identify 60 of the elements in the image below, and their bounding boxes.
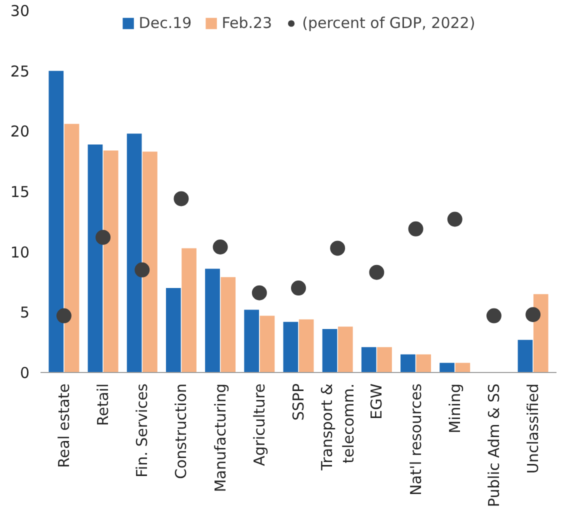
y-tick-label: 15 <box>10 183 30 201</box>
bar <box>64 124 80 372</box>
bar <box>205 268 220 372</box>
point <box>526 307 541 322</box>
bar <box>142 152 158 372</box>
x-tick-label: Transport & telecomm. <box>318 383 358 472</box>
y-tick-label: 25 <box>10 62 30 80</box>
point <box>408 221 424 236</box>
bar <box>283 322 298 372</box>
bar <box>182 248 196 372</box>
bar <box>322 329 338 372</box>
y-tick-label: 5 <box>20 304 30 322</box>
x-tick-label: Retail <box>94 383 112 426</box>
point <box>252 285 267 300</box>
x-tick-label: SSPP <box>290 383 308 421</box>
bar <box>298 319 314 372</box>
x-tick-label: Unclassified <box>524 383 542 474</box>
point <box>486 308 502 324</box>
bar <box>440 362 454 372</box>
legend-label: (percent of GDP, 2022) <box>302 14 476 32</box>
x-tick-label: EGW <box>368 383 386 420</box>
point <box>174 191 189 206</box>
bar <box>533 294 548 372</box>
x-tick-label: Agriculture <box>250 383 268 466</box>
point <box>291 280 306 296</box>
bar <box>361 347 376 372</box>
bar <box>126 134 142 372</box>
bar <box>48 70 64 372</box>
bar <box>166 288 181 372</box>
x-tick-label: Nat'l resources <box>406 383 425 496</box>
x-tick-label: Public Adm & SS <box>484 383 503 508</box>
point <box>369 264 384 280</box>
point <box>134 262 150 278</box>
x-tick-label: Manufacturing <box>211 383 230 492</box>
legend-label: Feb.23 <box>222 14 272 32</box>
bar <box>338 326 353 372</box>
x-tick-label: Fin. Services <box>133 383 152 478</box>
bar <box>377 347 392 372</box>
point <box>330 240 346 256</box>
x-tick-label: Real estate <box>54 383 73 468</box>
bar <box>220 277 236 372</box>
bar <box>88 144 103 372</box>
legend-label: Dec.19 <box>138 14 192 32</box>
y-tick-label: 0 <box>20 364 30 382</box>
point <box>447 212 462 227</box>
bar <box>416 354 432 372</box>
y-tick-label: 10 <box>10 243 30 262</box>
y-tick-label: 20 <box>10 122 30 141</box>
bar <box>103 150 118 372</box>
y-tick-label: 30 <box>10 2 30 20</box>
x-tick-label: Mining <box>446 384 464 434</box>
point <box>56 308 72 324</box>
point <box>212 240 228 254</box>
point <box>96 230 111 245</box>
bar <box>244 310 260 372</box>
bar <box>260 316 275 372</box>
bar <box>518 340 533 372</box>
bar <box>400 354 416 372</box>
bar <box>455 362 470 372</box>
x-tick-label: Construction <box>172 383 190 480</box>
